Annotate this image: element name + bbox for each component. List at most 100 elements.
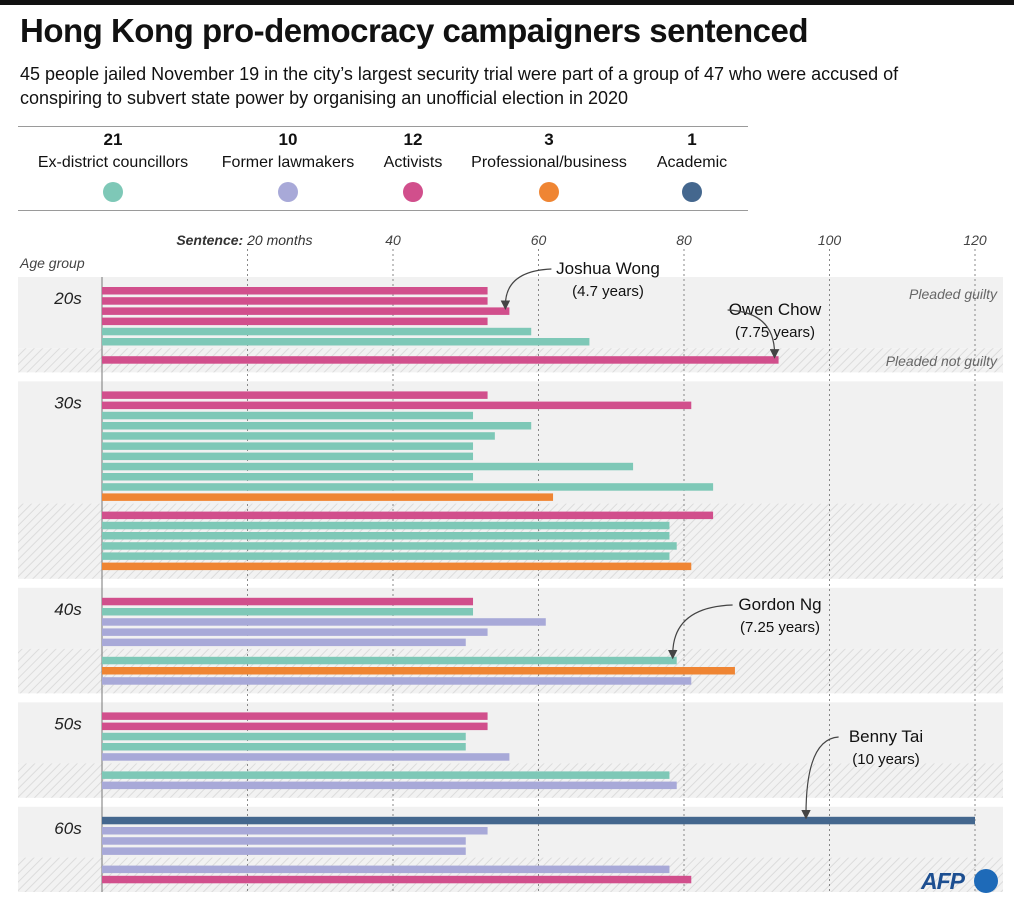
legend-item-councillors: 21 Ex-district councillors: [28, 128, 198, 202]
sentence-bar: [102, 562, 692, 571]
sentence-bar: [102, 677, 692, 685]
sentence-bar: [102, 656, 677, 665]
legend-swatch: [403, 182, 423, 202]
annotation-detail: (7.75 years): [735, 324, 815, 341]
not-guilty-band: [18, 857, 1003, 892]
sentence-bar: [102, 338, 590, 346]
sentence-bar: [102, 307, 510, 315]
legend-count: 1: [687, 130, 697, 149]
sentence-bar: [102, 837, 466, 845]
legend-item-business: 3 Professional/business: [464, 128, 634, 202]
legend-swatch: [682, 182, 702, 202]
legend-swatch: [539, 182, 559, 202]
x-tick-label: 80: [676, 232, 692, 248]
sentence-bar: [102, 511, 714, 520]
sentence-bar: [102, 722, 488, 731]
afp-logo-text: AFP: [921, 868, 965, 894]
sentence-bar: [102, 638, 466, 647]
annotation-name: Gordon Ng: [738, 595, 821, 614]
sentence-bar: [102, 411, 474, 420]
sentence-bar: [102, 542, 677, 550]
legend-top-divider: [18, 126, 748, 127]
chart-subtitle: 45 people jailed November 19 in the city…: [20, 64, 899, 108]
sentence-bar: [102, 628, 488, 636]
afp-logo-dot-icon: [974, 869, 998, 893]
legend-count: 12: [403, 130, 423, 149]
sentence-bar: [102, 532, 670, 540]
sentence-bar: [102, 712, 488, 720]
annotation-arrow: [727, 309, 780, 359]
legend-bottom-divider: [18, 210, 748, 211]
sentence-bar: [102, 618, 546, 626]
annotation-detail: (7.25 years): [740, 619, 820, 636]
annotation-name: Owen Chow: [729, 300, 822, 319]
sentence-bar: [102, 771, 670, 779]
sentence-bar: [102, 356, 779, 364]
sentence-bar: [102, 743, 466, 751]
x-tick-label: 60: [531, 232, 547, 248]
sentence-bar: [102, 462, 634, 471]
legend-label: Ex-district councillors: [37, 154, 189, 171]
legend-label: Professional/business: [471, 154, 627, 171]
sentence-bar: [102, 452, 474, 461]
not-guilty-band: [18, 763, 1003, 798]
annotation-arrow: [801, 736, 839, 820]
age-group-label: 30s: [54, 393, 82, 412]
sentence-bar: [102, 432, 495, 440]
legend-swatch: [278, 182, 298, 202]
sentence-bar: [102, 781, 677, 790]
sentence-bar: [102, 827, 488, 835]
sentence-bar: [102, 865, 670, 874]
annotation-detail: (4.7 years): [572, 283, 644, 300]
annotation-detail: (10 years): [852, 751, 920, 768]
legend-count: 21: [103, 130, 123, 149]
pleaded-not-guilty-label: Pleaded not guilty: [886, 353, 998, 369]
y-axis-label: Age group: [19, 255, 85, 271]
sentence-bar: [102, 552, 670, 560]
chart-title: Hong Kong pro-democracy campaigners sent…: [20, 12, 809, 49]
sentence-bar: [102, 597, 474, 606]
legend: 21 Ex-district councillors 10 Former law…: [18, 128, 748, 210]
age-group-label: 20s: [53, 289, 82, 308]
sentence-bar: [102, 667, 735, 675]
legend-item-lawmakers: 10 Former lawmakers: [203, 128, 373, 202]
x-tick-label: 120: [963, 232, 987, 248]
age-group-label: 60s: [54, 819, 82, 838]
legend-swatch: [103, 182, 123, 202]
sentence-bar: [102, 442, 474, 450]
sentence-bar: [102, 521, 670, 530]
annotation-arrow: [667, 604, 733, 660]
sentence-bar: [102, 297, 488, 305]
legend-label: Activists: [383, 154, 443, 171]
sentence-bar: [102, 391, 488, 399]
sentence-bar: [102, 753, 510, 761]
sentence-bar: [102, 473, 474, 481]
sentence-bar: [102, 287, 488, 295]
sentence-bar: [102, 493, 554, 501]
sentence-bar: [102, 816, 975, 825]
legend-item-academic: 1 Academic: [607, 128, 777, 202]
sentence-bar: [102, 847, 466, 855]
age-group-label: 50s: [54, 714, 82, 733]
top-rule: [0, 0, 1014, 5]
sentence-bar: [102, 875, 692, 884]
annotation-arrow: [500, 268, 552, 310]
sentence-bar: [102, 327, 532, 336]
legend-label: Former lawmakers: [221, 154, 355, 171]
annotation-name: Joshua Wong: [556, 259, 660, 278]
annotation-name: Benny Tai: [849, 727, 923, 746]
x-tick-label: 100: [818, 232, 842, 248]
sentence-bar: [102, 483, 714, 491]
x-tick-label: 40: [385, 232, 401, 248]
sentence-bar: [102, 317, 488, 326]
sentence-bar: [102, 732, 466, 741]
legend-count: 3: [544, 130, 554, 149]
sentence-bar: [102, 422, 532, 430]
sentence-bar: [102, 401, 692, 410]
sentence-bar: [102, 608, 474, 616]
legend-count: 10: [278, 130, 298, 149]
pleaded-guilty-label: Pleaded guilty: [909, 286, 998, 302]
age-group-label: 40s: [54, 600, 82, 619]
x-tick-label: Sentence: 20 months: [176, 232, 312, 248]
